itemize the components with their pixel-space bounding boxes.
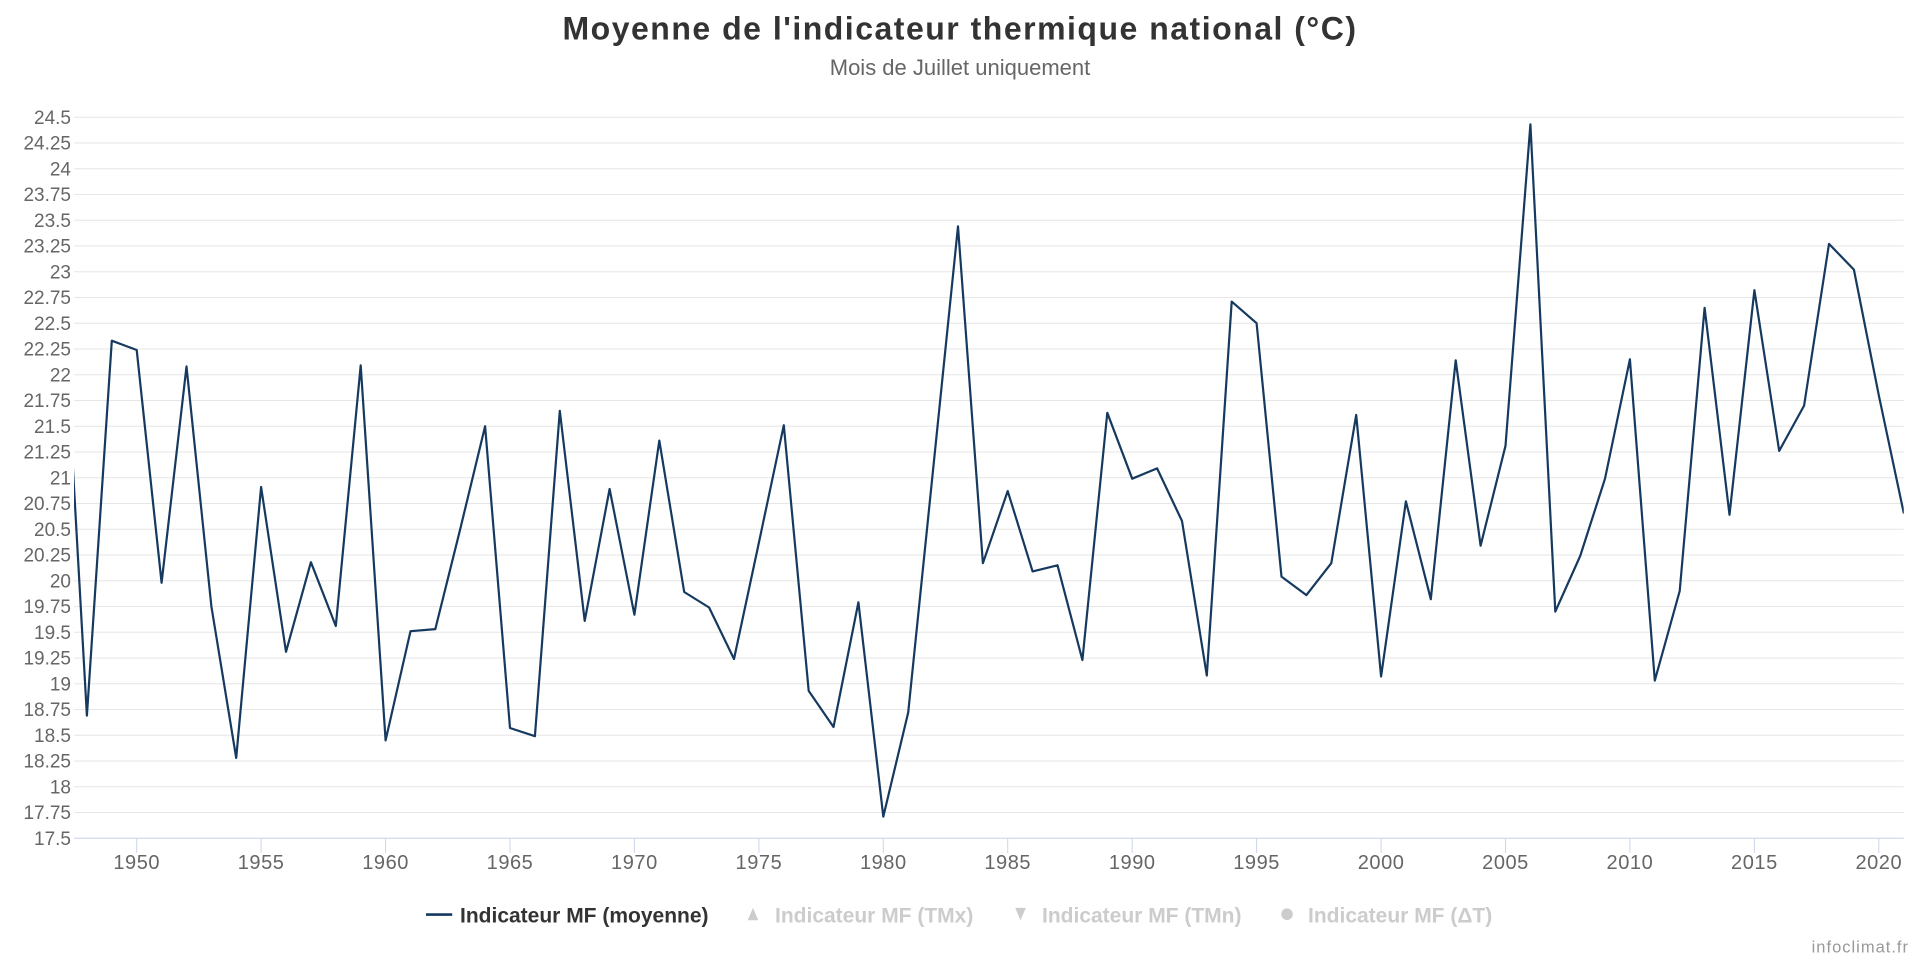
svg-text:18: 18 (50, 777, 71, 798)
svg-text:22: 22 (50, 365, 71, 386)
svg-text:23.25: 23.25 (23, 237, 71, 258)
svg-text:Mois de Juillet uniquement: Mois de Juillet uniquement (830, 55, 1090, 80)
svg-text:1955: 1955 (238, 852, 285, 874)
svg-text:Indicateur MF (moyenne): Indicateur MF (moyenne) (460, 905, 709, 928)
svg-text:21: 21 (50, 468, 71, 489)
svg-text:1975: 1975 (736, 852, 783, 874)
svg-text:Indicateur MF (TMn): Indicateur MF (TMn) (1042, 905, 1241, 928)
svg-text:1995: 1995 (1233, 852, 1280, 874)
svg-text:24: 24 (50, 159, 72, 180)
svg-text:19: 19 (50, 674, 71, 695)
svg-text:21.75: 21.75 (23, 391, 71, 412)
svg-text:Indicateur MF (ΔT): Indicateur MF (ΔT) (1308, 905, 1492, 928)
svg-text:17.75: 17.75 (23, 803, 71, 824)
svg-text:23: 23 (50, 262, 71, 283)
svg-text:20.25: 20.25 (23, 546, 71, 567)
svg-text:1985: 1985 (984, 852, 1031, 874)
svg-text:18.25: 18.25 (23, 752, 71, 773)
svg-text:Indicateur MF (TMx): Indicateur MF (TMx) (775, 905, 973, 928)
svg-text:1965: 1965 (487, 852, 534, 874)
svg-text:20.75: 20.75 (23, 494, 71, 515)
svg-text:22.75: 22.75 (23, 288, 71, 309)
svg-text:19.5: 19.5 (34, 623, 71, 644)
svg-text:24.25: 24.25 (23, 134, 71, 155)
svg-text:2020: 2020 (1855, 852, 1902, 874)
svg-text:19.25: 19.25 (23, 649, 71, 670)
svg-text:20: 20 (50, 571, 71, 592)
svg-text:1980: 1980 (860, 852, 907, 874)
svg-text:2000: 2000 (1358, 852, 1405, 874)
svg-text:infoclimat.fr: infoclimat.fr (1812, 939, 1909, 957)
svg-text:21.5: 21.5 (34, 417, 71, 438)
svg-text:22.25: 22.25 (23, 340, 71, 361)
svg-text:24.5: 24.5 (34, 108, 71, 129)
svg-text:1990: 1990 (1109, 852, 1156, 874)
svg-text:23.75: 23.75 (23, 185, 71, 206)
svg-text:21.25: 21.25 (23, 443, 71, 464)
svg-text:17.5: 17.5 (34, 829, 71, 850)
svg-text:23.5: 23.5 (34, 211, 71, 232)
svg-text:20.5: 20.5 (34, 520, 71, 541)
svg-text:2015: 2015 (1731, 852, 1778, 874)
svg-text:1970: 1970 (611, 852, 658, 874)
svg-text:22.5: 22.5 (34, 314, 71, 335)
svg-text:1950: 1950 (113, 852, 160, 874)
svg-text:1960: 1960 (362, 852, 409, 874)
svg-text:Moyenne de l'indicateur thermi: Moyenne de l'indicateur thermique nation… (563, 11, 1358, 47)
svg-text:19.75: 19.75 (23, 597, 71, 618)
svg-text:2010: 2010 (1607, 852, 1654, 874)
svg-text:2005: 2005 (1482, 852, 1529, 874)
svg-text:18.75: 18.75 (23, 700, 71, 721)
svg-text:18.5: 18.5 (34, 726, 71, 747)
